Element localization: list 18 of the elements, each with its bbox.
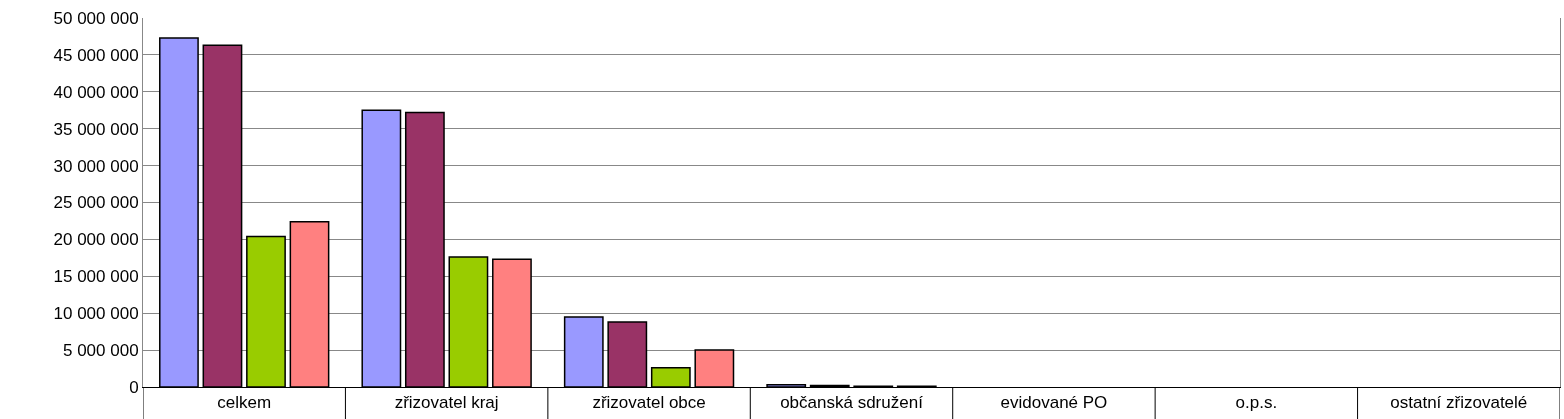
y-tick-label: 0	[129, 377, 139, 397]
y-tick-label: 20 000 000	[53, 230, 139, 250]
x-tick-label: celkem	[217, 393, 272, 413]
x-tick-label: evidované PO	[1000, 393, 1108, 413]
x-tick-label: občanská sdružení	[780, 393, 924, 413]
y-tick-label: 25 000 000	[53, 193, 139, 213]
y-tick-label: 30 000 000	[53, 156, 139, 176]
x-tick-label: zřizovatel kraj	[394, 393, 499, 413]
x-tick-label: zřizovatel obce	[592, 393, 706, 413]
y-tick-label: 40 000 000	[53, 82, 139, 102]
y-tick-label: 45 000 000	[53, 45, 139, 65]
y-tick-label: 10 000 000	[53, 304, 139, 324]
y-tick-label: 15 000 000	[53, 267, 139, 287]
y-tick-label: 5 000 000	[62, 341, 139, 361]
y-tick-label: 35 000 000	[53, 119, 139, 139]
x-tick-label: ostatní zřizovatelé	[1390, 393, 1528, 413]
y-tick-label: 50 000 000	[53, 8, 139, 28]
x-tick-label: o.p.s.	[1235, 393, 1278, 413]
